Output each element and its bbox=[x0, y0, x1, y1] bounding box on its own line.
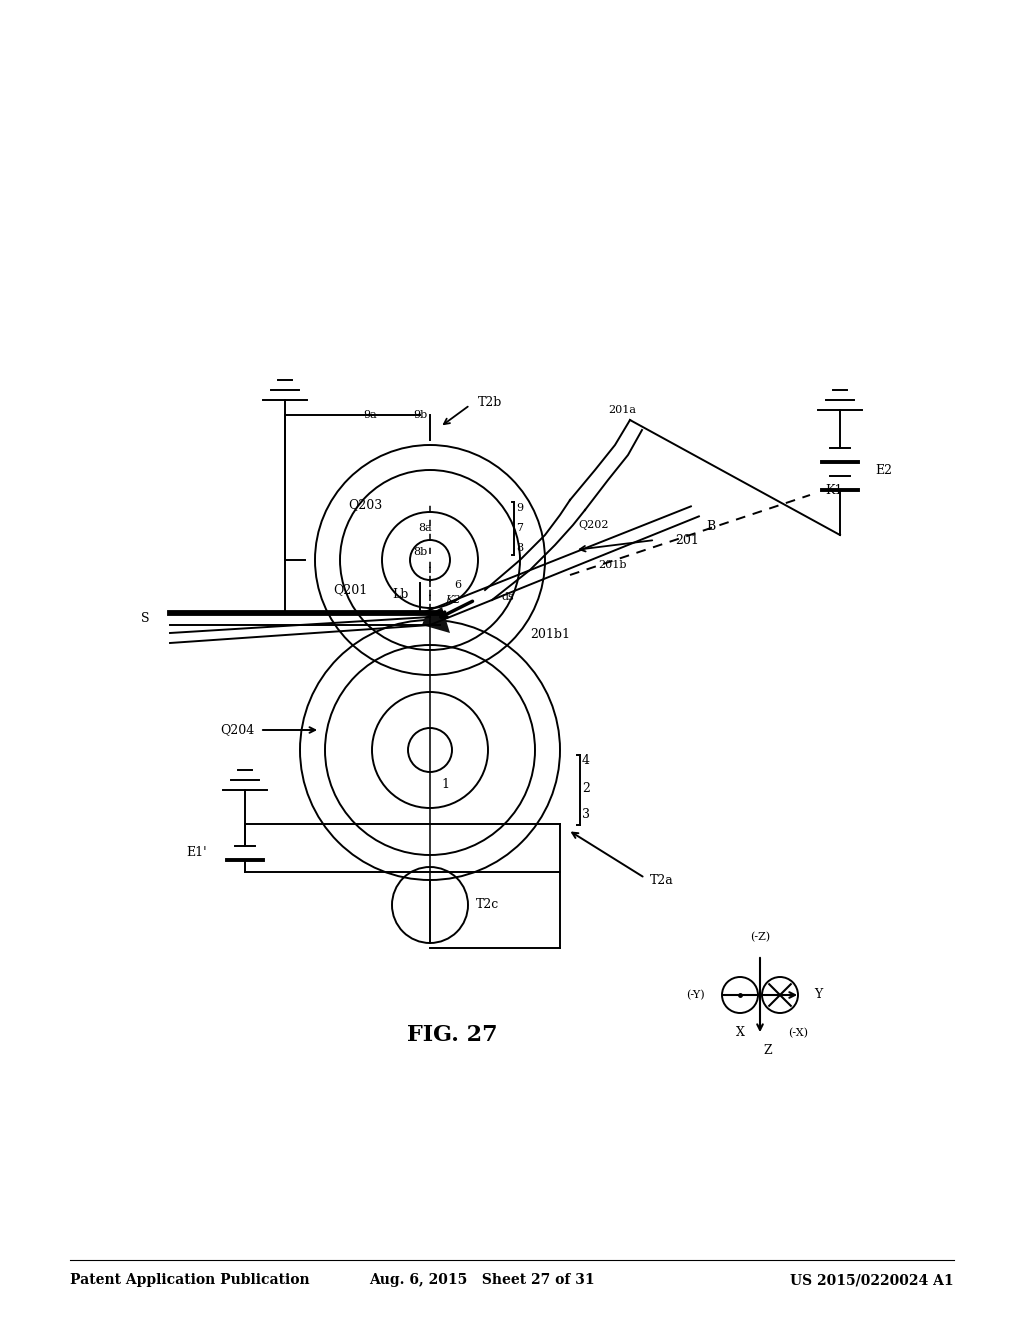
Text: 201b: 201b bbox=[598, 560, 627, 570]
Text: Q203: Q203 bbox=[348, 499, 382, 511]
Text: 9a: 9a bbox=[364, 411, 377, 420]
Text: Q202: Q202 bbox=[578, 520, 608, 531]
Text: X: X bbox=[735, 1027, 744, 1040]
Circle shape bbox=[410, 540, 450, 579]
Text: T2c: T2c bbox=[476, 899, 500, 912]
Circle shape bbox=[408, 729, 452, 772]
Text: 1: 1 bbox=[441, 779, 449, 792]
Text: Q201: Q201 bbox=[333, 583, 368, 597]
Text: 201: 201 bbox=[675, 533, 698, 546]
Text: Q204: Q204 bbox=[220, 723, 254, 737]
Text: Lb: Lb bbox=[392, 589, 409, 602]
Text: 7: 7 bbox=[516, 523, 523, 533]
Text: 8: 8 bbox=[516, 543, 523, 553]
Text: 8a: 8a bbox=[418, 523, 432, 533]
Text: T2a: T2a bbox=[650, 874, 674, 887]
Text: 8b: 8b bbox=[413, 546, 427, 557]
Polygon shape bbox=[422, 607, 450, 634]
Text: T2b: T2b bbox=[478, 396, 502, 409]
Text: K2: K2 bbox=[445, 595, 461, 605]
Text: Patent Application Publication: Patent Application Publication bbox=[70, 1272, 309, 1287]
Text: ds: ds bbox=[502, 591, 515, 602]
Text: 201b1: 201b1 bbox=[530, 628, 570, 642]
Text: 9: 9 bbox=[516, 503, 523, 513]
Text: 201a: 201a bbox=[608, 405, 636, 414]
Text: Z: Z bbox=[764, 1044, 772, 1057]
Text: Aug. 6, 2015   Sheet 27 of 31: Aug. 6, 2015 Sheet 27 of 31 bbox=[370, 1272, 595, 1287]
Text: B: B bbox=[707, 520, 716, 533]
Text: Y: Y bbox=[814, 989, 822, 1002]
Text: 3: 3 bbox=[582, 808, 590, 821]
Text: 6: 6 bbox=[455, 579, 462, 590]
Text: E1': E1' bbox=[186, 846, 207, 858]
Text: FIG. 27: FIG. 27 bbox=[407, 1024, 498, 1045]
Text: (-Y): (-Y) bbox=[686, 990, 705, 1001]
Text: (-X): (-X) bbox=[788, 1028, 808, 1038]
Text: 2: 2 bbox=[582, 781, 590, 795]
Text: 4: 4 bbox=[582, 754, 590, 767]
Text: (-Z): (-Z) bbox=[750, 932, 770, 942]
Text: E2: E2 bbox=[874, 463, 892, 477]
Text: 9b: 9b bbox=[413, 411, 427, 420]
Text: S: S bbox=[141, 612, 150, 626]
Text: K1: K1 bbox=[825, 483, 843, 496]
Text: US 2015/0220024 A1: US 2015/0220024 A1 bbox=[791, 1272, 954, 1287]
